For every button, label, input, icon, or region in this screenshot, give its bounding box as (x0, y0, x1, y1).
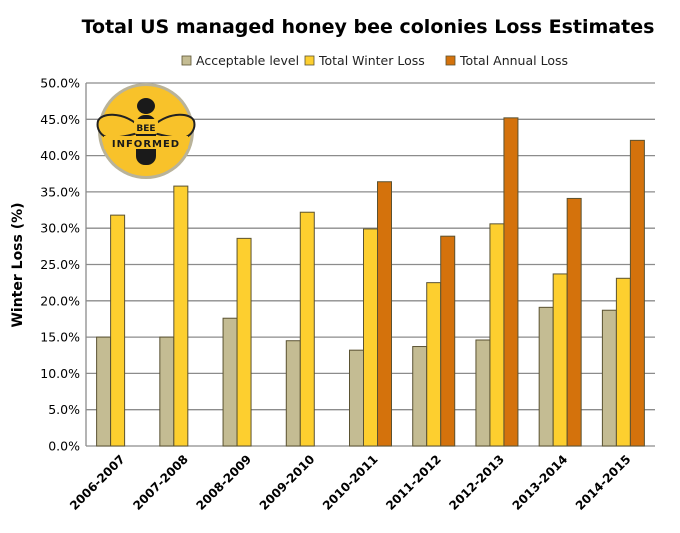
x-axis-ticks: 2006-2007 2007-2008 2008-2009 2009-2010 2010… (67, 452, 633, 513)
bar-total-winter-loss (110, 214, 126, 447)
bar-total-winter-loss (236, 237, 252, 447)
y-tick-label: 30.0% (40, 221, 80, 236)
y-tick-label: 10.0% (40, 366, 80, 381)
bar-acceptable-level (222, 317, 238, 447)
bar-total-annual-loss (377, 181, 392, 447)
bar-total-winter-loss (173, 185, 189, 447)
y-tick-label: 5.0% (48, 402, 80, 417)
bar-acceptable-level (159, 336, 175, 447)
legend-item: Total Winter Loss (304, 53, 425, 68)
legend-item: Total Annual Loss (445, 53, 568, 68)
legend-label: Total Annual Loss (459, 53, 568, 68)
bar-acceptable-level (538, 306, 554, 447)
x-tick-label: 2010-2011 (320, 452, 381, 513)
y-tick-label: 45.0% (40, 112, 80, 127)
y-tick-label: 0.0% (48, 439, 80, 454)
bar-total-winter-loss (489, 223, 505, 447)
bar-total-annual-loss (440, 235, 456, 447)
y-tick-label: 20.0% (40, 293, 80, 308)
bar-total-winter-loss (552, 273, 568, 447)
x-tick-label: 2013-2014 (510, 452, 571, 513)
x-tick-label: 2012-2013 (446, 452, 507, 513)
bar-total-annual-loss (503, 117, 519, 447)
y-axis-ticks: 0.0% 5.0% 10.0% 15.0% 20.0% 25.0% 30.0% 35.0% 40… (40, 76, 80, 454)
y-tick-label: 35.0% (40, 184, 80, 199)
bar-acceptable-level (96, 336, 112, 447)
x-tick-label: 2011-2012 (383, 452, 444, 513)
legend-label: Acceptable level (196, 53, 299, 68)
logo-text-bee: BEE (136, 124, 155, 134)
bars (96, 117, 645, 447)
x-tick-label: 2009-2010 (257, 452, 318, 513)
logo-text-informed: INFORMED (112, 139, 180, 150)
bar-acceptable-level (412, 346, 428, 447)
bar-total-annual-loss (566, 197, 582, 447)
x-tick-label: 2008-2009 (194, 452, 255, 513)
bar-acceptable-level (285, 340, 301, 447)
chart-title: Total US managed honey bee colonies Loss… (82, 16, 655, 38)
bar-total-winter-loss (615, 277, 631, 447)
legend-swatch (181, 55, 192, 66)
y-tick-label: 50.0% (40, 76, 80, 91)
bar-total-winter-loss (299, 211, 315, 447)
bar-acceptable-level (349, 349, 364, 447)
legend-item: Acceptable level (181, 53, 299, 68)
bar-total-winter-loss (363, 228, 378, 447)
bar-acceptable-level (601, 309, 617, 447)
legend: Acceptable level Total Winter Loss Total A… (181, 53, 568, 68)
x-tick-label: 2014-2015 (573, 452, 634, 513)
bar-acceptable-level (475, 339, 491, 447)
bar-total-annual-loss (629, 139, 645, 447)
legend-swatch (445, 55, 456, 66)
x-tick-label: 2006-2007 (67, 452, 128, 513)
bee-informed-logo: BEE INFORMED (96, 83, 196, 179)
y-axis-label: Winter Loss (%) (10, 202, 26, 327)
y-tick-label: 25.0% (40, 257, 80, 272)
legend-swatch (304, 55, 315, 66)
legend-label: Total Winter Loss (318, 53, 425, 68)
bar-total-winter-loss (426, 282, 442, 447)
x-tick-label: 2007-2008 (130, 452, 191, 513)
y-tick-label: 40.0% (40, 148, 80, 163)
y-tick-label: 15.0% (40, 330, 80, 345)
